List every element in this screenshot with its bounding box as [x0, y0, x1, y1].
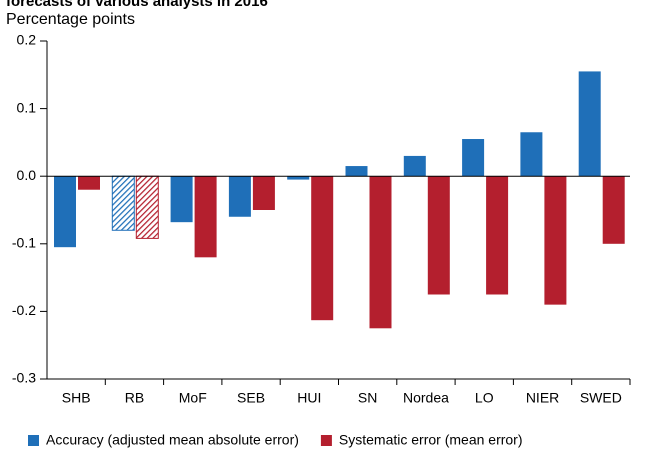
y-tick-label: 0.0: [17, 167, 37, 183]
bar: [311, 176, 334, 321]
bar: [54, 176, 76, 248]
legend-swatch: [320, 435, 332, 446]
bar: [578, 71, 601, 177]
x-tick-label: SEB: [237, 390, 265, 406]
bar: [427, 176, 450, 295]
bar: [111, 175, 135, 231]
x-tick-label: MoF: [179, 390, 207, 406]
bar: [369, 176, 392, 329]
bar: [602, 176, 625, 244]
x-tick-label: HUI: [297, 390, 321, 406]
bar: [228, 176, 251, 217]
y-tick-label: -0.2: [12, 302, 36, 318]
bar: [403, 155, 426, 177]
x-tick-label: LO: [475, 390, 494, 406]
y-tick-label: 0.2: [17, 32, 37, 48]
bar: [170, 176, 193, 223]
bar: [462, 139, 485, 177]
x-tick-label: SWED: [580, 390, 622, 406]
x-tick-label: SN: [358, 390, 377, 406]
x-tick-label: NIER: [526, 390, 559, 406]
bar: [520, 132, 543, 177]
bar: [135, 175, 159, 239]
bar: [544, 176, 567, 305]
chart-title: forecasts of various analysts in 2016: [6, 0, 268, 10]
legend-label: Systematic error (mean error): [339, 432, 523, 448]
chart-subtitle: Percentage points: [6, 11, 135, 28]
bar: [194, 176, 217, 258]
bar: [78, 176, 100, 190]
x-tick-label: RB: [125, 390, 144, 406]
y-tick-label: -0.3: [12, 370, 36, 386]
bar: [252, 176, 275, 210]
y-tick-label: 0.1: [17, 99, 37, 115]
y-tick-label: -0.1: [12, 235, 36, 251]
legend-label: Accuracy (adjusted mean absolute error): [46, 432, 299, 448]
x-tick-label: SHB: [62, 390, 91, 406]
x-tick-label: Nordea: [403, 390, 449, 406]
bar: [486, 176, 509, 295]
legend-swatch: [28, 435, 39, 446]
bar: [345, 166, 368, 177]
bar: [287, 176, 310, 180]
